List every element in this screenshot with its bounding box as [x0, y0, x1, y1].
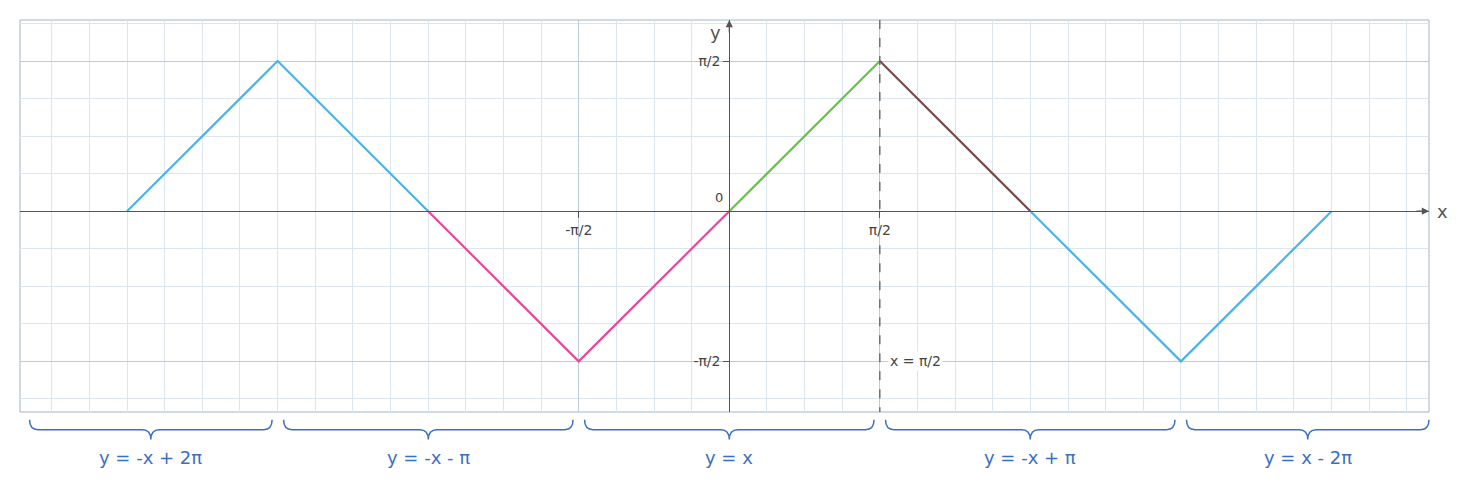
svg-text:y = x: y = x: [705, 447, 753, 468]
svg-text:x = π/2: x = π/2: [890, 353, 941, 369]
svg-text:π/2: π/2: [869, 222, 891, 238]
svg-text:x: x: [1437, 201, 1448, 222]
svg-text:-π/2: -π/2: [693, 353, 720, 369]
svg-text:y: y: [710, 22, 721, 43]
svg-text:y = -x - π: y = -x - π: [387, 447, 470, 468]
svg-text:y = -x + π: y = -x + π: [984, 447, 1076, 468]
svg-text:y = -x + 2π: y = -x + 2π: [99, 447, 202, 468]
svg-text:0: 0: [715, 190, 723, 205]
svg-text:y = x - 2π: y = x - 2π: [1264, 447, 1352, 468]
svg-text:π/2: π/2: [698, 53, 720, 69]
svg-text:-π/2: -π/2: [565, 222, 592, 238]
